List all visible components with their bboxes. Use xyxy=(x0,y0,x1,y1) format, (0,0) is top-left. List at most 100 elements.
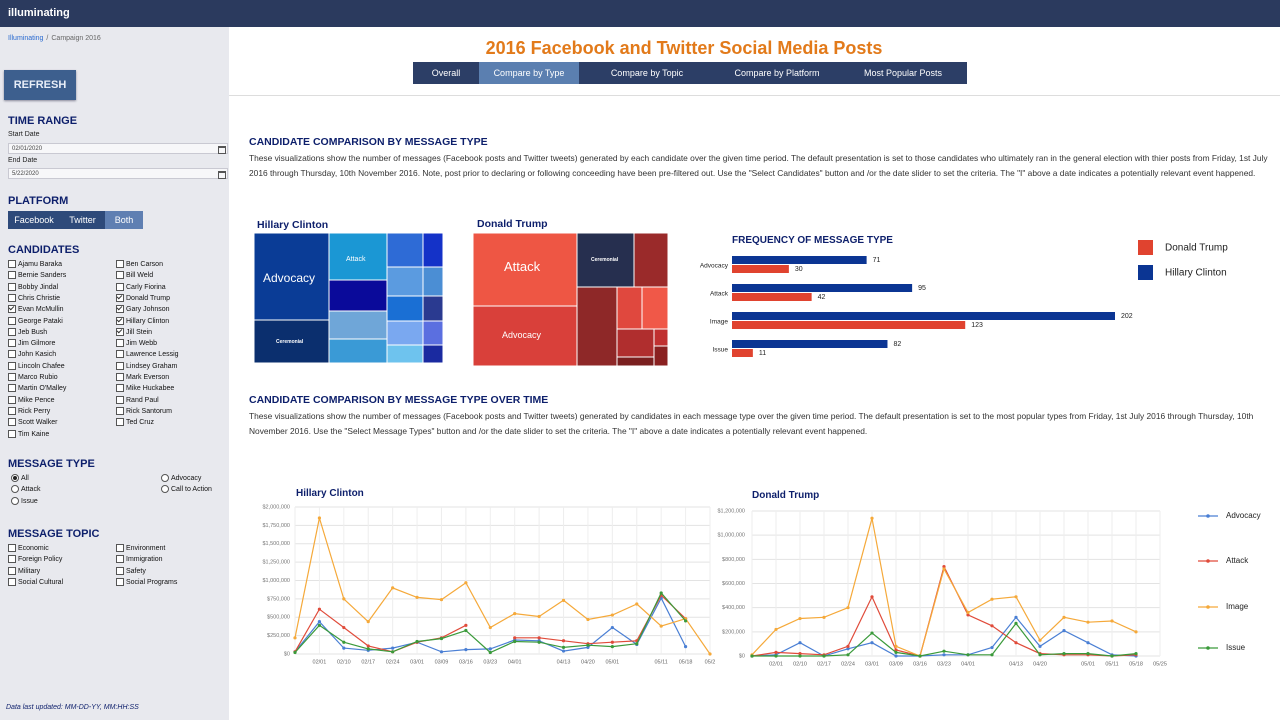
radio[interactable] xyxy=(11,485,19,494)
checkbox-option[interactable]: Jeb Bush xyxy=(8,327,47,336)
checkbox-option[interactable]: Ajamu Baraka xyxy=(8,260,62,268)
checkbox[interactable] xyxy=(8,555,16,564)
checkbox[interactable] xyxy=(8,577,16,586)
radio-option[interactable]: Advocacy xyxy=(161,474,201,482)
checkbox-option[interactable]: Mike Pence xyxy=(8,395,55,404)
tab[interactable]: Most Popular Posts xyxy=(839,62,967,84)
checkbox[interactable] xyxy=(8,384,16,393)
checkbox-option[interactable]: Safety xyxy=(116,566,146,575)
checkbox[interactable] xyxy=(8,429,16,438)
radio[interactable] xyxy=(11,496,19,505)
checkbox[interactable] xyxy=(116,350,124,359)
checkbox[interactable] xyxy=(116,282,124,291)
checkbox-option[interactable]: Immigration xyxy=(116,555,163,564)
tab[interactable]: Compare by Topic xyxy=(579,62,715,84)
checkbox[interactable] xyxy=(8,305,16,314)
checkbox[interactable] xyxy=(116,395,124,404)
checkbox-option[interactable]: Lawrence Lessig xyxy=(116,350,179,359)
checkbox-option[interactable]: Mark Everson xyxy=(116,373,169,381)
date-input[interactable]: 5/22/2020 xyxy=(8,168,228,179)
tab[interactable]: Compare by Platform xyxy=(715,62,839,84)
checkbox[interactable] xyxy=(8,418,16,427)
checkbox[interactable] xyxy=(8,350,16,359)
radio[interactable] xyxy=(161,474,169,482)
checkbox-option[interactable]: Bill Weld xyxy=(116,271,153,280)
platform-button[interactable]: Both xyxy=(105,211,143,229)
checkbox-option[interactable]: Rick Santorum xyxy=(116,406,172,415)
checkbox-option[interactable]: Evan McMullin xyxy=(8,305,64,314)
platform-button[interactable]: Facebook xyxy=(8,211,60,229)
checkbox[interactable] xyxy=(116,305,124,314)
checkbox-option[interactable]: George Pataki xyxy=(8,316,63,325)
checkbox-option[interactable]: Rick Perry xyxy=(8,406,50,415)
checkbox-option[interactable]: Jim Gilmore xyxy=(8,339,55,348)
checkbox-option[interactable]: Hillary Clinton xyxy=(116,316,169,325)
checkbox-option[interactable]: John Kasich xyxy=(8,350,56,359)
checkbox[interactable] xyxy=(116,339,124,348)
checkbox[interactable] xyxy=(116,327,124,336)
checkbox-option[interactable]: Ben Carson xyxy=(116,260,163,268)
checkbox[interactable] xyxy=(8,395,16,404)
checkbox-option[interactable]: Marco Rubio xyxy=(8,373,58,381)
radio-option[interactable]: Call to Action xyxy=(161,485,212,494)
radio-option[interactable]: Attack xyxy=(11,485,40,494)
checkbox[interactable] xyxy=(116,293,124,302)
checkbox[interactable] xyxy=(8,260,16,268)
radio[interactable] xyxy=(11,474,19,482)
radio[interactable] xyxy=(161,485,169,494)
checkbox[interactable] xyxy=(116,566,124,575)
checkbox[interactable] xyxy=(8,327,16,336)
breadcrumb[interactable]: Illuminating xyxy=(8,35,44,42)
checkbox-option[interactable]: Environment xyxy=(116,544,165,552)
checkbox[interactable] xyxy=(116,373,124,381)
checkbox-option[interactable]: Economic xyxy=(8,544,49,552)
refresh-button[interactable]: REFRESH xyxy=(4,70,76,100)
checkbox-option[interactable]: Military xyxy=(8,566,40,575)
checkbox-option[interactable]: Bobby Jindal xyxy=(8,282,58,291)
checkbox[interactable] xyxy=(8,271,16,280)
checkbox[interactable] xyxy=(8,406,16,415)
logo[interactable]: illuminating xyxy=(8,7,70,19)
checkbox-option[interactable]: Lincoln Chafee xyxy=(8,361,65,370)
checkbox[interactable] xyxy=(116,384,124,393)
checkbox-option[interactable]: Social Cultural xyxy=(8,577,63,586)
checkbox-option[interactable]: Ted Cruz xyxy=(116,418,154,427)
checkbox[interactable] xyxy=(8,293,16,302)
checkbox[interactable] xyxy=(116,406,124,415)
checkbox-option[interactable]: Lindsey Graham xyxy=(116,361,177,370)
date-input[interactable]: 02/01/2020 xyxy=(8,143,228,154)
checkbox[interactable] xyxy=(8,282,16,291)
radio-option[interactable]: Issue xyxy=(11,496,38,505)
checkbox-option[interactable]: Donald Trump xyxy=(116,293,170,302)
checkbox[interactable] xyxy=(8,566,16,575)
checkbox-option[interactable]: Tim Kaine xyxy=(8,429,49,438)
checkbox-option[interactable]: Foreign Policy xyxy=(8,555,62,564)
platform-button[interactable]: Twitter xyxy=(60,211,105,229)
checkbox[interactable] xyxy=(8,361,16,370)
checkbox[interactable] xyxy=(116,577,124,586)
checkbox[interactable] xyxy=(8,544,16,552)
checkbox-option[interactable]: Martin O'Malley xyxy=(8,384,66,393)
checkbox[interactable] xyxy=(116,555,124,564)
checkbox-option[interactable]: Jill Stein xyxy=(116,327,152,336)
checkbox-option[interactable]: Mike Huckabee xyxy=(116,384,174,393)
checkbox-option[interactable]: Rand Paul xyxy=(116,395,159,404)
checkbox[interactable] xyxy=(116,361,124,370)
checkbox[interactable] xyxy=(116,316,124,325)
tab[interactable]: Compare by Type xyxy=(479,62,579,84)
checkbox[interactable] xyxy=(8,316,16,325)
checkbox[interactable] xyxy=(8,373,16,381)
checkbox-option[interactable]: Gary Johnson xyxy=(116,305,170,314)
checkbox-option[interactable]: Bernie Sanders xyxy=(8,271,66,280)
checkbox[interactable] xyxy=(116,418,124,427)
checkbox-option[interactable]: Scott Walker xyxy=(8,418,57,427)
radio-option[interactable]: All xyxy=(11,474,29,482)
checkbox-option[interactable]: Chris Christie xyxy=(8,293,60,302)
checkbox[interactable] xyxy=(8,339,16,348)
checkbox[interactable] xyxy=(116,544,124,552)
checkbox-option[interactable]: Jim Webb xyxy=(116,339,157,348)
checkbox-option[interactable]: Carly Fiorina xyxy=(116,282,166,291)
checkbox-option[interactable]: Social Programs xyxy=(116,577,177,586)
checkbox[interactable] xyxy=(116,260,124,268)
tab[interactable]: Overall xyxy=(413,62,479,84)
